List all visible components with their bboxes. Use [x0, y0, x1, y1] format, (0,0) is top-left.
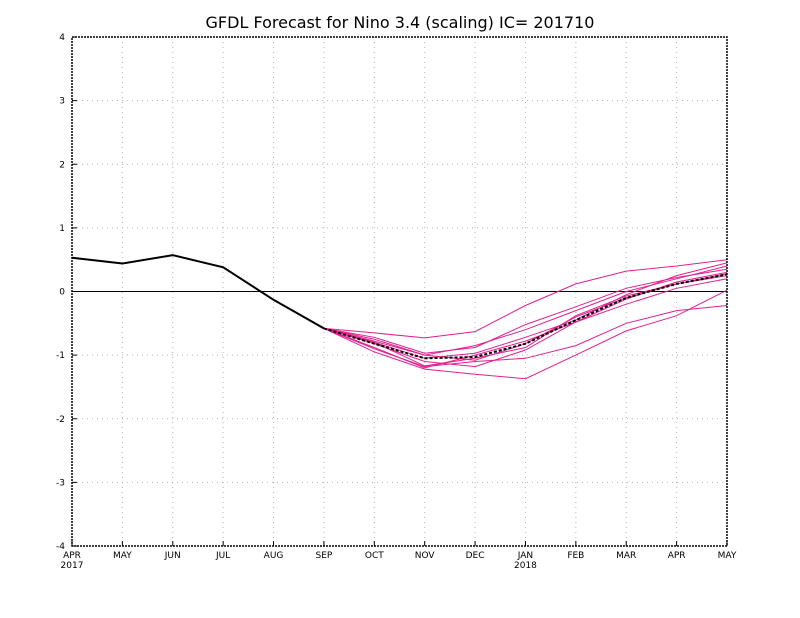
ensemble-member-line-9 — [323, 289, 728, 380]
x-tick-label: OCT — [365, 551, 384, 561]
y-tick-label: -4 — [56, 542, 65, 552]
ensemble-member-line-10 — [323, 265, 728, 356]
ensemble-member-line-8 — [323, 305, 728, 368]
y-tick-label: -3 — [56, 478, 65, 488]
x-tick-label: MAY — [718, 551, 737, 561]
x-tick-label: APR — [668, 551, 686, 561]
x-tick-year-label: 2018 — [514, 561, 537, 571]
y-tick-label: -2 — [56, 415, 65, 425]
y-tick-label: 1 — [59, 224, 65, 234]
x-tick-label: AUG — [264, 551, 284, 561]
x-tick-label: MAR — [616, 551, 636, 561]
x-tick-label: SEP — [316, 551, 333, 561]
series-lines — [71, 254, 728, 380]
y-tick-label: 3 — [59, 97, 65, 107]
x-tick-label: DEC — [466, 551, 485, 561]
x-tick-label: FEB — [567, 551, 584, 561]
ensemble-member-line-2 — [323, 268, 728, 354]
x-tick-label: APR — [63, 551, 81, 561]
ensemble-member-line-6 — [323, 271, 728, 368]
ensemble-member-line-3 — [323, 262, 728, 359]
plot-frame — [71, 36, 728, 547]
x-tick-label: JAN — [517, 551, 533, 561]
x-tick-label: JUL — [215, 551, 230, 561]
chart-title: GFDL Forecast for Nino 3.4 (scaling) IC=… — [206, 13, 595, 32]
ensemble-member-line-1 — [323, 259, 728, 339]
y-tick-label: 0 — [59, 288, 65, 298]
y-tick-label: 4 — [59, 33, 65, 43]
x-tick-label: MAY — [113, 551, 132, 561]
x-tick-label: JUN — [164, 551, 181, 561]
ensemble-mean-line — [323, 273, 728, 360]
y-tick-label: -1 — [56, 351, 65, 361]
x-tick-year-label: 2017 — [61, 561, 84, 571]
x-tick-label: NOV — [415, 551, 436, 561]
y-tick-label: 2 — [59, 160, 65, 170]
observed-line — [71, 254, 325, 330]
